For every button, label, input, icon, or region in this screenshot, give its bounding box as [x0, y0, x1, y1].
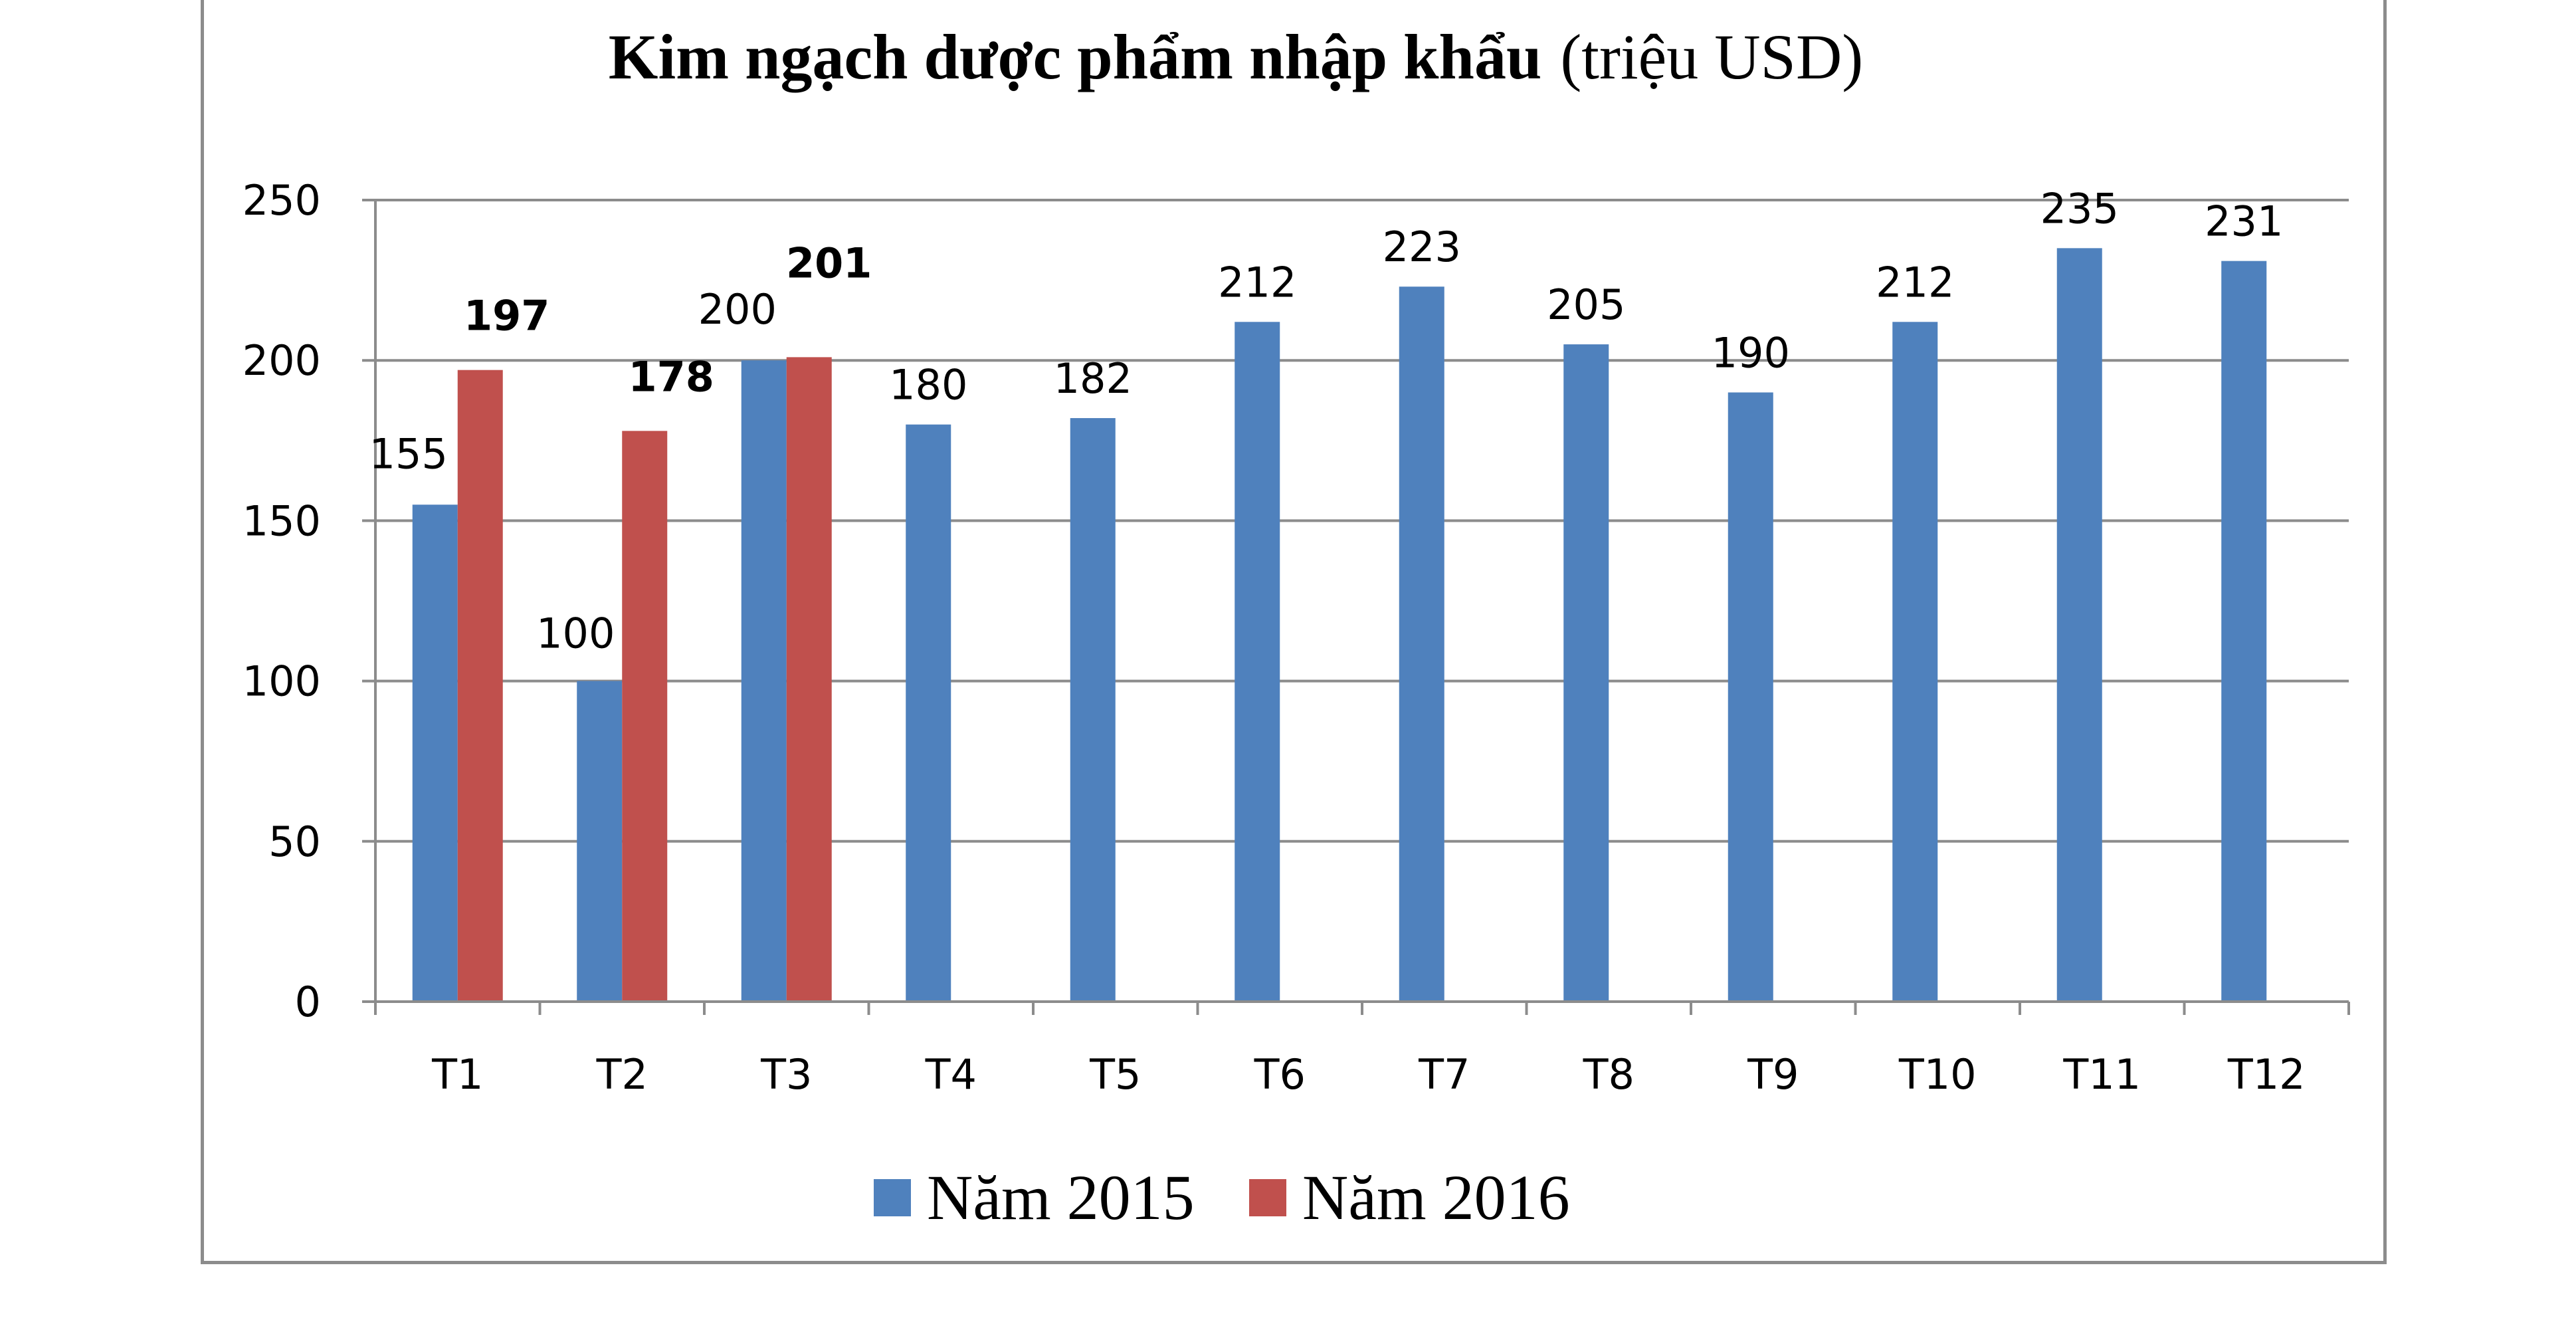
axes: 0 50 100 150 200 250 T1 T2 T3 T4 T5 T6 T7 T8 T9 T10 T11 T… — [243, 176, 2350, 1099]
data-label: 200 — [698, 285, 777, 334]
legend-label: Năm 2016 — [1302, 1162, 1570, 1233]
data-label: 205 — [1547, 280, 1625, 329]
chart-title: Kim ngạch dược phẩm nhập khẩu (triệu USD… — [609, 21, 1863, 92]
data-label: 223 — [1383, 223, 1461, 271]
x-tick-label: T7 — [1418, 1050, 1470, 1099]
gridlines — [375, 199, 2349, 843]
legend: Năm 2015 Năm 2016 — [874, 1162, 1570, 1233]
bar-2015-T4 — [906, 424, 951, 1002]
data-label: 212 — [1218, 258, 1296, 306]
data-label: 201 — [786, 239, 872, 287]
y-tick-label: 50 — [268, 818, 321, 866]
bar-2016-T2 — [622, 431, 668, 1002]
y-tick-label: 150 — [243, 497, 321, 545]
data-label: 182 — [1054, 354, 1132, 403]
bar-2015-T8 — [1563, 344, 1609, 1002]
bars — [412, 248, 2267, 1002]
data-label: 235 — [2040, 184, 2119, 233]
x-tick-label: T3 — [760, 1050, 812, 1099]
x-tick-label: T6 — [1254, 1050, 1306, 1099]
data-label: 180 — [889, 361, 967, 409]
bar-2016-T3 — [786, 357, 832, 1002]
bar-2015-T12 — [2221, 261, 2267, 1002]
chart-title-unit: (triệu USD) — [1560, 21, 1863, 92]
data-label: 100 — [536, 609, 615, 658]
bar-2015-T1 — [412, 504, 458, 1002]
data-label: 197 — [464, 292, 549, 340]
x-tick-label: T11 — [2062, 1050, 2141, 1099]
y-tick-label: 100 — [243, 657, 321, 706]
x-tick-label: T5 — [1089, 1050, 1141, 1099]
bar-2015-T11 — [2056, 248, 2102, 1002]
data-label: 231 — [2205, 197, 2283, 246]
data-label: 190 — [1712, 328, 1790, 377]
bar-2015-T3 — [741, 360, 787, 1002]
x-tick-label: T9 — [1747, 1050, 1799, 1099]
bar-2016-T1 — [457, 370, 503, 1002]
x-tick-label: T8 — [1583, 1050, 1635, 1099]
y-tick-label: 0 — [295, 978, 321, 1026]
y-tick-label: 200 — [243, 336, 321, 385]
x-tick-label: T2 — [596, 1050, 648, 1099]
x-tick-label: T12 — [2227, 1050, 2306, 1099]
bar-2015-T7 — [1399, 286, 1444, 1002]
data-label: 212 — [1876, 258, 1954, 306]
data-label: 155 — [369, 429, 448, 478]
bar-2015-T5 — [1070, 418, 1116, 1002]
x-tick-label: T4 — [925, 1050, 977, 1099]
bar-2015-T9 — [1728, 392, 1773, 1002]
bar-2015-T10 — [1892, 322, 1938, 1002]
x-tick-label: T10 — [1898, 1050, 1977, 1099]
data-label: 178 — [629, 352, 714, 401]
y-tick-label: 250 — [243, 176, 321, 225]
legend-label: Năm 2015 — [927, 1162, 1195, 1233]
chart-title-main: Kim ngạch dược phẩm nhập khẩu — [609, 21, 1542, 92]
bar-2015-T6 — [1235, 322, 1280, 1002]
legend-swatch — [1249, 1179, 1286, 1216]
chart-frame — [201, 0, 2387, 1264]
bar-2015-T2 — [577, 681, 623, 1002]
x-tick-label: T1 — [431, 1050, 483, 1099]
legend-swatch — [874, 1179, 911, 1216]
